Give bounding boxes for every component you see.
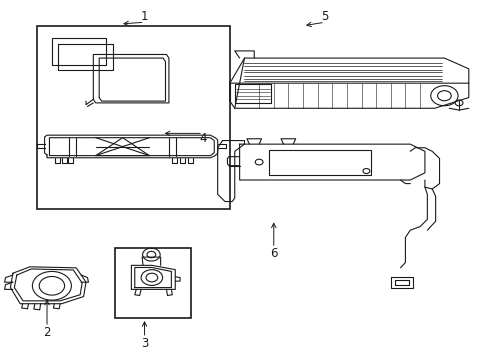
Text: 1: 1: [141, 10, 148, 23]
Text: 2: 2: [43, 326, 51, 339]
Bar: [37, 26, 229, 209]
Text: 5: 5: [321, 10, 328, 23]
Text: 6: 6: [269, 247, 277, 260]
Bar: [115, 248, 190, 318]
Text: 3: 3: [141, 337, 148, 350]
Text: 4: 4: [199, 132, 206, 145]
